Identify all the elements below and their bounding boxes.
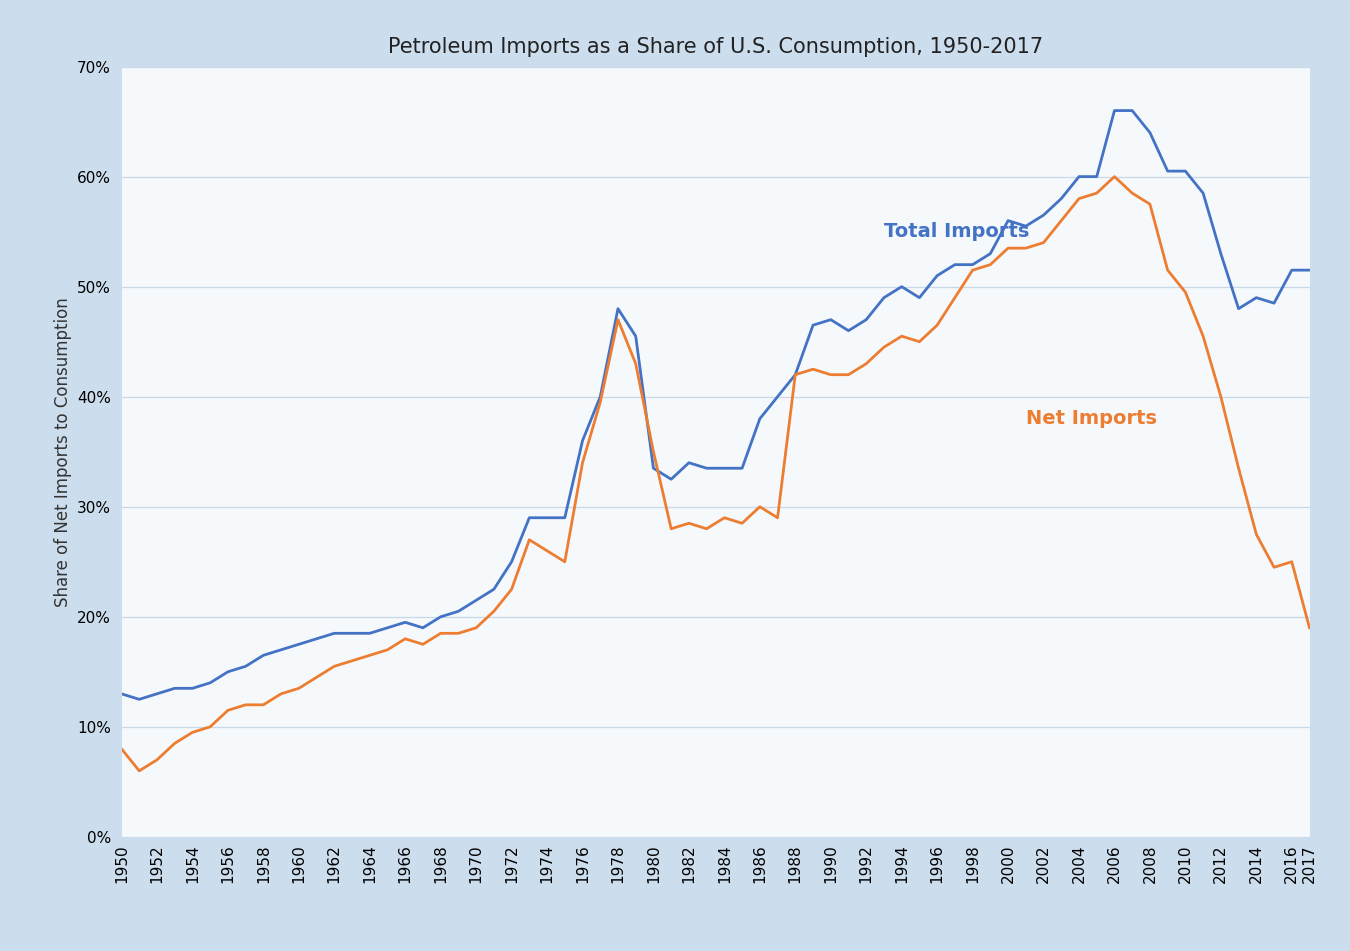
Text: Net Imports: Net Imports bbox=[1026, 409, 1157, 428]
Title: Petroleum Imports as a Share of U.S. Consumption, 1950-2017: Petroleum Imports as a Share of U.S. Con… bbox=[387, 37, 1044, 57]
Y-axis label: Share of Net Imports to Consumption: Share of Net Imports to Consumption bbox=[54, 297, 72, 607]
Text: Total Imports: Total Imports bbox=[884, 223, 1029, 242]
